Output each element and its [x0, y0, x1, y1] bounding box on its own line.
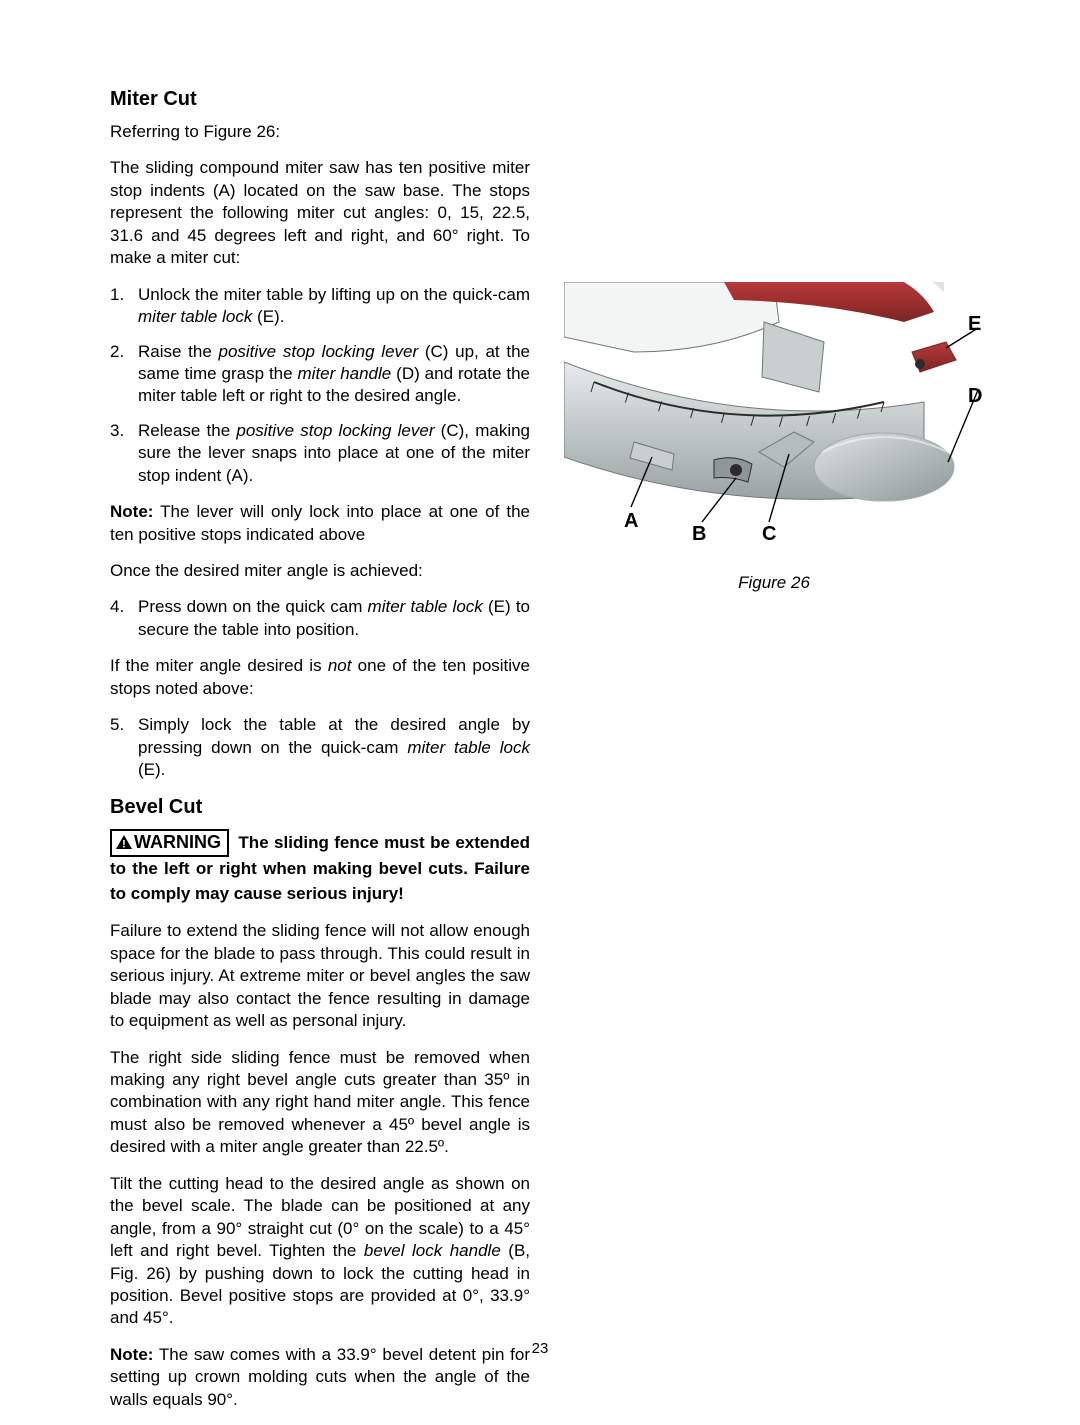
manual-page: Miter Cut Referring to Figure 26: The sl…: [0, 0, 1080, 1397]
step-2: 2. Raise the positive stop locking lever…: [110, 341, 530, 408]
miter-cut-heading: Miter Cut: [110, 88, 530, 111]
bevel-warning: ! WARNING The sliding fence must be exte…: [110, 829, 530, 907]
miter-note-1: Note: The lever will only lock into plac…: [110, 501, 530, 546]
two-column-layout: Miter Cut Referring to Figure 26: The sl…: [110, 88, 970, 1425]
step-number: 4.: [110, 596, 124, 618]
step-text: Release the: [138, 421, 236, 440]
svg-text:B: B: [692, 523, 706, 545]
note-text: The lever will only lock into place at o…: [110, 502, 530, 543]
bevel-p3: Tilt the cutting head to the desired ang…: [110, 1173, 530, 1330]
miter-steps-1-3: 1. Unlock the miter table by lifting up …: [110, 284, 530, 488]
svg-text:E: E: [968, 313, 981, 335]
step-number: 2.: [110, 341, 124, 363]
step-text-i: positive stop locking lever: [219, 342, 419, 361]
bevel-p2: The right side sliding fence must be rem…: [110, 1047, 530, 1159]
warning-triangle-icon: !: [116, 833, 132, 855]
svg-text:A: A: [624, 510, 638, 532]
page-number: 23: [0, 1340, 1080, 1357]
step-text: Press down on the quick cam: [138, 597, 368, 616]
miter-if: If the miter angle desired is not one of…: [110, 655, 530, 700]
note-label: Note:: [110, 502, 153, 521]
step-number: 3.: [110, 420, 124, 442]
miter-intro: The sliding compound miter saw has ten p…: [110, 157, 530, 269]
svg-text:!: !: [122, 838, 126, 849]
step-text-i: miter table lock: [407, 738, 530, 757]
right-column: A B C D E Figure 26: [564, 88, 984, 1425]
step-text: Raise the: [138, 342, 219, 361]
figure-26: A B C D E Figure 26: [564, 282, 984, 593]
step-text-i: miter table lock: [138, 307, 252, 326]
step-text-i: miter table lock: [368, 597, 483, 616]
step-number: 5.: [110, 714, 124, 736]
p3-text-i: bevel lock handle: [364, 1241, 501, 1260]
miter-saw-illustration: A B C D E: [564, 282, 984, 562]
step-text-i: miter handle: [298, 364, 392, 383]
bevel-p1: Failure to extend the sliding fence will…: [110, 920, 530, 1032]
if-text-i: not: [328, 656, 352, 675]
svg-text:C: C: [762, 523, 776, 545]
warning-badge-text: WARNING: [134, 832, 221, 852]
step-1: 1. Unlock the miter table by lifting up …: [110, 284, 530, 329]
step-text-i: positive stop locking lever: [236, 421, 434, 440]
step-3: 3. Release the positive stop locking lev…: [110, 420, 530, 487]
if-text: If the miter angle desired is: [110, 656, 328, 675]
bevel-cut-heading: Bevel Cut: [110, 796, 530, 819]
miter-ref-line: Referring to Figure 26:: [110, 121, 530, 143]
warning-badge: ! WARNING: [110, 829, 229, 858]
svg-text:D: D: [968, 385, 982, 407]
left-column: Miter Cut Referring to Figure 26: The sl…: [110, 88, 530, 1425]
figure-caption: Figure 26: [564, 573, 984, 593]
step-4: 4. Press down on the quick cam miter tab…: [110, 596, 530, 641]
step-text: Unlock the miter table by lifting up on …: [138, 285, 530, 304]
step-text: (E).: [138, 760, 165, 779]
miter-steps-4: 4. Press down on the quick cam miter tab…: [110, 596, 530, 641]
miter-steps-5: 5. Simply lock the table at the desired …: [110, 714, 530, 781]
step-5: 5. Simply lock the table at the desired …: [110, 714, 530, 781]
step-number: 1.: [110, 284, 124, 306]
step-text: (E).: [252, 307, 284, 326]
miter-once: Once the desired miter angle is achieved…: [110, 560, 530, 582]
